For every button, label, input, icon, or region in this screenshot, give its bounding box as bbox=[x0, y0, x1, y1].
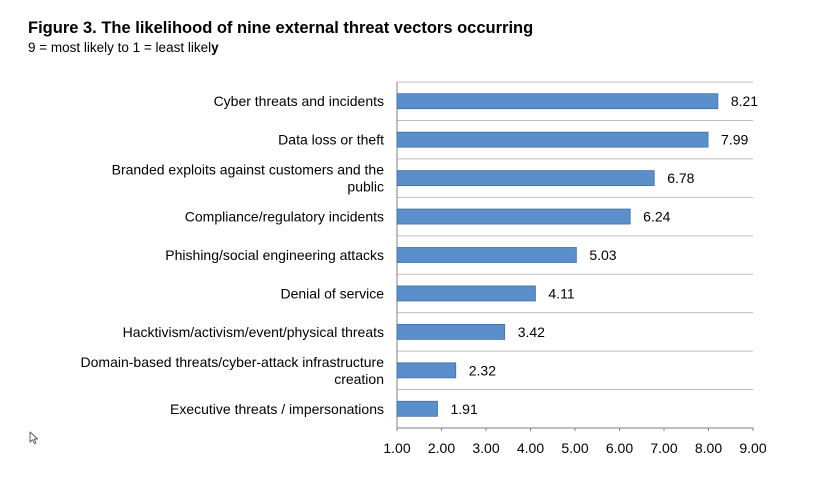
category-label: Phishing/social engineering attacks bbox=[165, 247, 384, 263]
bar bbox=[396, 131, 709, 148]
chart-subtitle: 9 = most likely to 1 = least likely bbox=[28, 40, 219, 55]
category-label: Denial of service bbox=[281, 285, 385, 301]
x-tick-label: 9.00 bbox=[739, 440, 766, 456]
value-label: 2.32 bbox=[469, 362, 496, 378]
value-label: 4.11 bbox=[548, 285, 574, 301]
value-label: 5.03 bbox=[589, 247, 616, 263]
bar bbox=[396, 93, 719, 110]
x-tick-label: 3.00 bbox=[472, 440, 499, 456]
x-tick-label: 7.00 bbox=[650, 440, 677, 456]
bar bbox=[396, 208, 631, 225]
value-label: 3.42 bbox=[518, 324, 545, 340]
category-label: Cyber threats and incidents bbox=[214, 93, 384, 109]
chart-subtitle-main: 9 = most likely to 1 = least likel bbox=[28, 40, 212, 55]
category-label: Compliance/regulatory incidents bbox=[185, 209, 384, 225]
x-tick-label: 6.00 bbox=[606, 440, 633, 456]
category-label: Executive threats / impersonations bbox=[170, 401, 384, 417]
bar bbox=[396, 362, 457, 379]
x-tick-label: 8.00 bbox=[695, 440, 722, 456]
value-label: 1.91 bbox=[450, 401, 477, 417]
bar bbox=[396, 170, 655, 187]
x-tick-label: 4.00 bbox=[517, 440, 544, 456]
category-label: Domain-based threats/cyber-attack infras… bbox=[81, 354, 385, 370]
bar bbox=[396, 285, 536, 302]
chart-subtitle-bold: y bbox=[211, 40, 219, 55]
bar bbox=[396, 247, 577, 263]
x-tick-label: 2.00 bbox=[428, 440, 455, 456]
x-tick-label: 1.00 bbox=[383, 440, 410, 456]
x-tick-label: 5.00 bbox=[561, 440, 588, 456]
value-label: 6.24 bbox=[643, 209, 670, 225]
category-label: Hacktivism/activism/event/physical threa… bbox=[123, 324, 384, 340]
chart-title: Figure 3. The likelihood of nine externa… bbox=[28, 19, 534, 37]
value-label: 8.21 bbox=[731, 93, 758, 109]
category-label: creation bbox=[334, 371, 384, 387]
mouse-pointer-icon bbox=[29, 431, 39, 445]
value-label: 7.99 bbox=[721, 132, 748, 148]
category-label: public bbox=[347, 179, 384, 195]
category-label: Data loss or theft bbox=[278, 132, 384, 148]
bar bbox=[396, 400, 438, 417]
category-label: Branded exploits against customers and t… bbox=[112, 162, 385, 178]
bar bbox=[396, 323, 506, 340]
value-label: 6.78 bbox=[667, 170, 694, 186]
